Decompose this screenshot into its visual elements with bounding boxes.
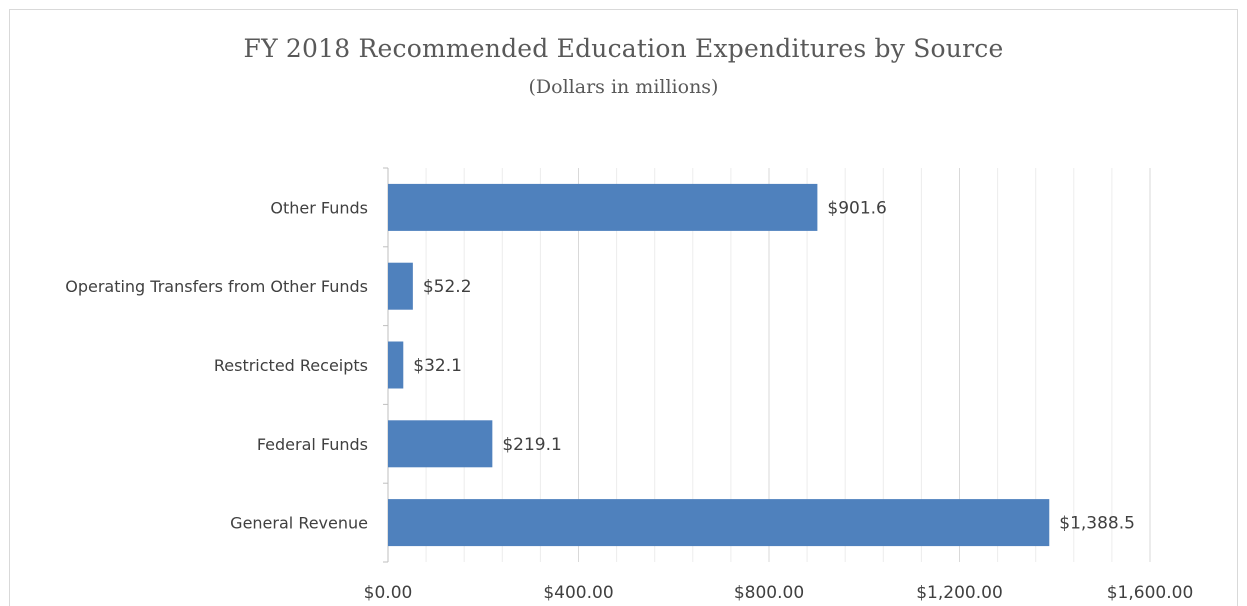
chart-subtitle: (Dollars in millions) [528, 76, 719, 98]
x-tick-label: $800.00 [734, 583, 804, 603]
bar [388, 262, 413, 310]
data-label: $901.6 [827, 198, 886, 218]
data-label: $52.2 [423, 277, 472, 297]
x-tick-label: $400.00 [543, 583, 613, 603]
data-label: $32.1 [413, 356, 462, 376]
bar [388, 341, 404, 389]
category-label: General Revenue [230, 514, 368, 533]
x-tick-label: $1,600.00 [1107, 583, 1194, 603]
x-tick-label: $1,200.00 [916, 583, 1003, 603]
category-label: Federal Funds [257, 435, 368, 454]
category-label: Restricted Receipts [214, 356, 368, 375]
category-label: Other Funds [270, 198, 368, 217]
bar [388, 183, 818, 231]
bar [388, 420, 493, 468]
bar [388, 499, 1050, 547]
category-label: Operating Transfers from Other Funds [65, 277, 368, 296]
x-tick-label: $0.00 [364, 583, 413, 603]
data-label: $1,388.5 [1059, 514, 1135, 534]
data-label: $219.1 [502, 435, 561, 455]
chart-title: FY 2018 Recommended Education Expenditur… [243, 34, 1004, 63]
